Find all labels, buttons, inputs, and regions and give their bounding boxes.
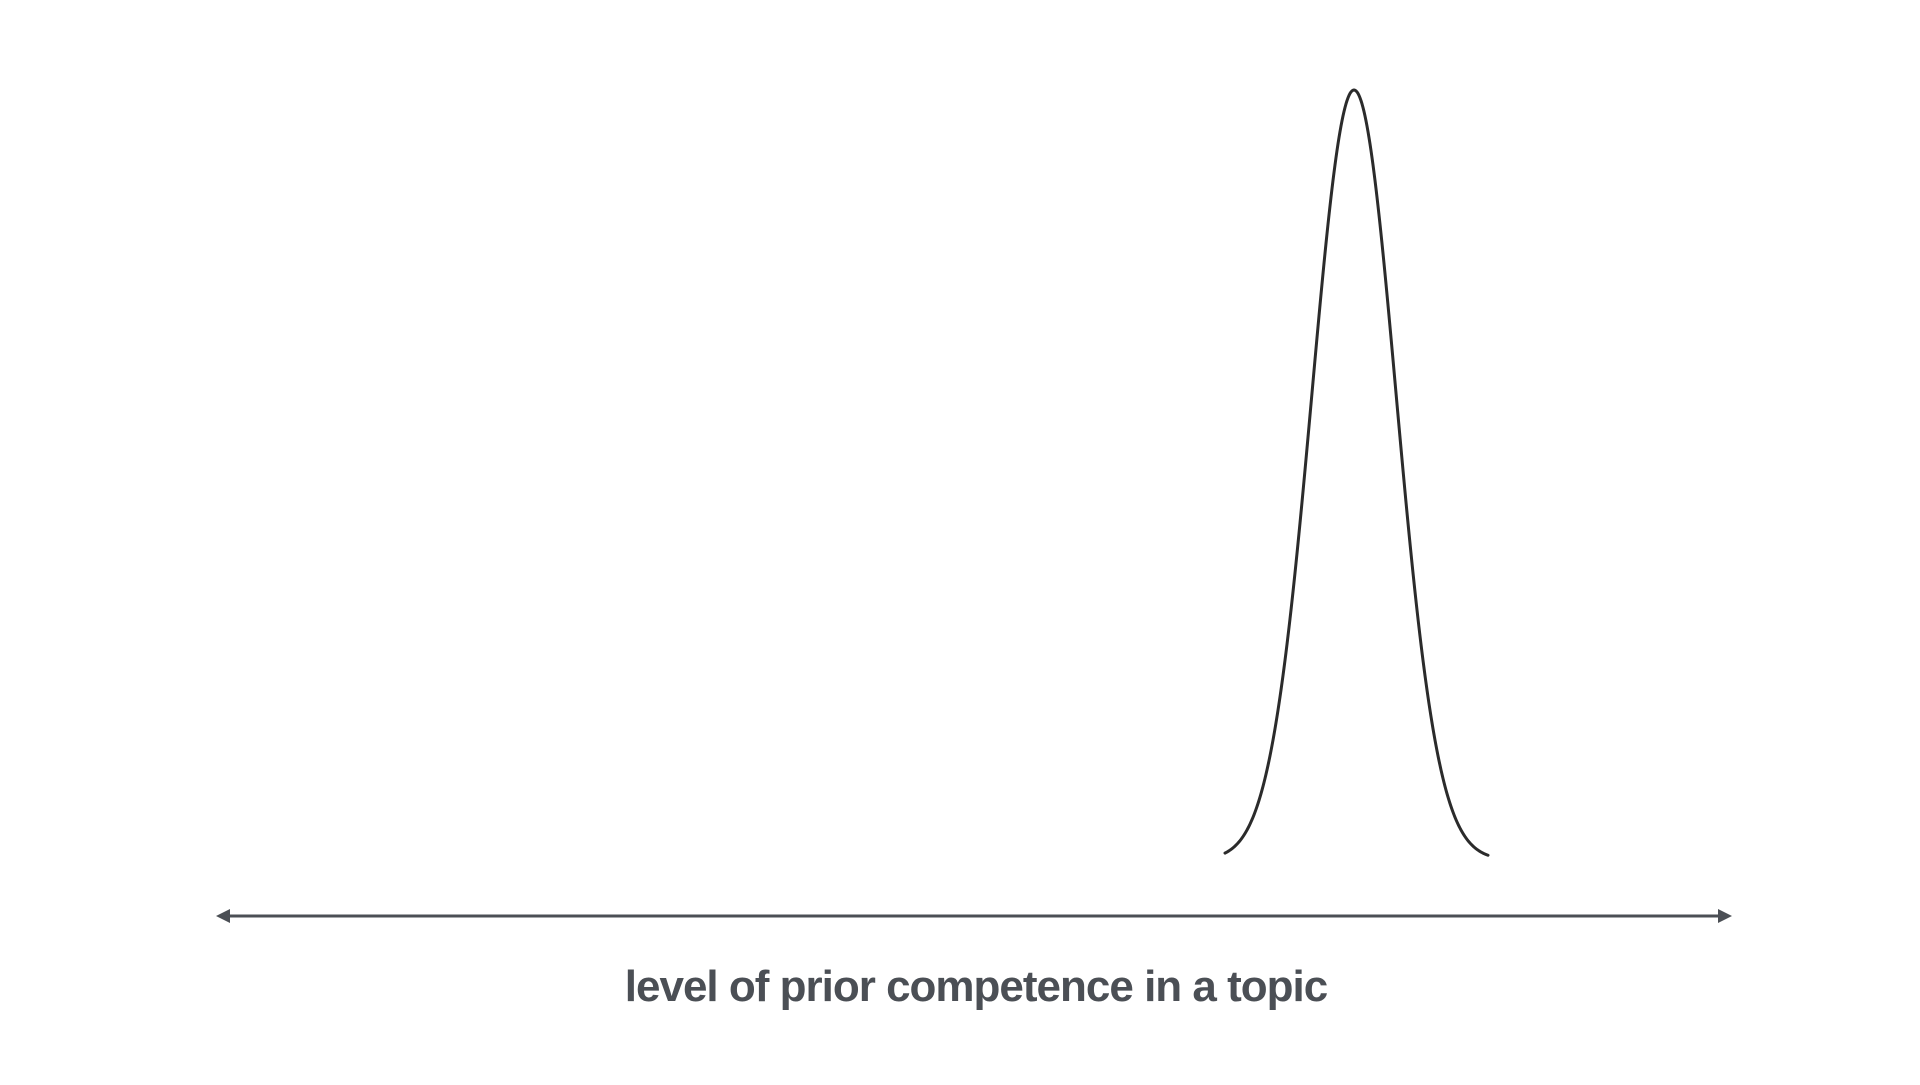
axis-label: level of prior competence in a topic bbox=[624, 962, 1328, 1011]
distribution-curve bbox=[1223, 88, 1490, 857]
axis-right-arrowhead bbox=[1718, 909, 1732, 923]
axis-left-arrowhead bbox=[216, 909, 230, 923]
